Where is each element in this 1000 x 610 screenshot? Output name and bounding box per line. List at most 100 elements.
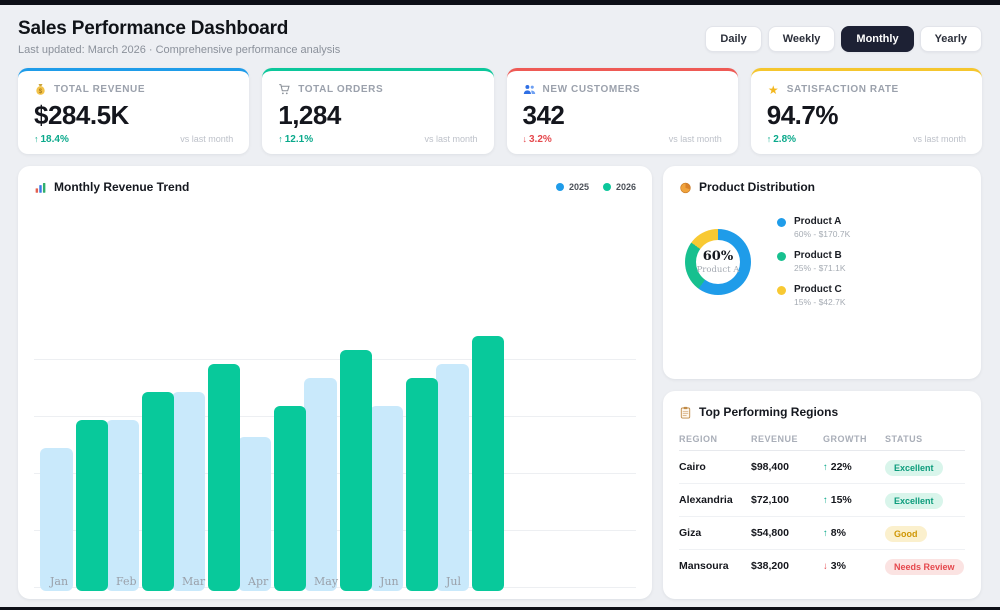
arrow-up-icon: ↑ [34,134,39,144]
donut-center: 60% Product A [696,239,740,284]
table-row-mansoura: Mansoura $38,200 ↓ 3% Needs Review [679,550,965,582]
donut-legend-item-product-c: Product C 15% - $42.7K [777,284,850,307]
kpi-footer: ↓ 3.2% vs last month [523,134,722,145]
legend-text: Product C 15% - $42.7K [794,284,846,307]
chart-title: Monthly Revenue Trend [54,180,190,194]
x-axis-label: Feb [116,575,137,588]
bar-2026-feb [142,392,174,591]
arrow-up-icon: ↑ [766,134,772,144]
arrow-up-icon: ↑ [278,134,283,144]
table-row-giza: Giza $54,800 ↑ 8% Good [679,517,965,550]
range-button-weekly[interactable]: Weekly [767,26,836,52]
arrow-up-icon: ↑ [823,462,828,473]
regions-title: Top Performing Regions [699,405,839,419]
status-badge: Good [885,526,927,542]
growth-cell: ↑ 8% [823,527,846,539]
arrow-down-icon: ↓ [522,134,528,144]
monthly-revenue-trend-card: Monthly Revenue Trend 2025 2026 Jan Feb Mar… [18,166,652,599]
range-button-daily[interactable]: Daily [705,26,762,52]
bar-2026-may [340,350,372,591]
donut-legend: Product A 60% - $170.7K Product B 25% - $71… [777,216,850,307]
regions-title-row: Top Performing Regions [679,405,838,419]
legend-dot [777,286,786,295]
star-icon: ★ [767,82,779,97]
status-cell: Excellent [885,491,965,509]
chart-title-row: Monthly Revenue Trend [34,180,189,194]
column-header-region: REGION [679,434,718,444]
kpi-compare-label: vs last month [912,134,966,144]
regions-table-body: Cairo $98,400 ↑ 22% Excellent Alexandria $72,1… [679,451,965,582]
kpi-compare-label: vs last month [180,134,234,144]
regions-table: REGION REVENUE GROWTH STATUS Cairo $98,400 ↑ 2… [679,427,965,582]
bar-2026-jan [76,420,108,591]
table-row-cairo: Cairo $98,400 ↑ 22% Excellent [679,451,965,484]
bar-2025-mar [172,392,205,591]
regions-table-header: REGION REVENUE GROWTH STATUS [679,427,965,451]
bar-2025-feb [106,420,139,591]
x-axis-label: Mar [182,575,206,588]
kpi-header: $ TOTAL REVENUE [34,83,233,96]
bar-2026-mar [208,364,240,591]
kpi-change: ↑ 18.4% [34,134,69,145]
kpi-change: ↑ 2.8% [766,134,797,145]
range-button-yearly[interactable]: Yearly [919,26,982,52]
kpi-value: 94.7% [766,100,839,130]
svg-text:$: $ [39,88,43,95]
product-detail: 60% - $170.7K [794,229,851,239]
status-badge: Excellent [885,493,943,509]
bar-2025-may [304,378,337,591]
main-content: Monthly Revenue Trend 2025 2026 Jan Feb Mar… [18,166,982,599]
donut-center-label: Product A [696,264,740,275]
gridline [34,359,636,360]
product-detail: 15% - $42.7K [794,297,846,307]
kpi-footer: ↑ 2.8% vs last month [767,134,966,145]
region-cell: Giza [679,527,702,539]
kpi-card-total-revenue: $ TOTAL REVENUE $284.5K ↑ 18.4% vs last month [18,68,250,154]
legend-item-2026[interactable]: 2026 [602,182,636,192]
chart-legend: 2025 2026 [555,182,636,192]
kpi-header: NEW CUSTOMERS [523,83,722,96]
clipboard-icon [679,406,692,419]
bar-2025-jun [370,406,403,591]
product-detail: 25% - $71.1K [794,263,846,273]
product-name: Product A [794,216,842,227]
kpi-compare-label: vs last month [668,134,722,144]
legend-text: Product B 25% - $71.1K [794,250,846,273]
table-row-alexandria: Alexandria $72,100 ↑ 15% Excellent [679,484,965,517]
column-header-growth: GROWTH [823,434,867,444]
kpi-label: TOTAL REVENUE [54,84,146,95]
status-badge: Excellent [885,460,943,476]
x-axis-label: Apr [248,575,269,588]
legend-dot [777,218,786,227]
product-card-header: Product Distribution [679,180,965,194]
arrow-up-icon: ↑ [823,528,828,539]
product-title-row: Product Distribution [679,180,815,194]
money-bag-icon: $ [34,83,47,96]
kpi-value: 342 [522,100,565,130]
x-axis-label: Jul [446,575,462,588]
legend-item-2025[interactable]: 2025 [555,182,589,192]
arrow-down-icon: ↓ [823,561,828,572]
page-subtitle: Last updated: March 2026 · Comprehensive… [18,44,341,56]
kpi-change: ↑ 12.1% [278,134,314,145]
x-axis-label: Jan [50,575,69,588]
revenue-cell: $72,100 [751,494,789,506]
kpi-card-row: $ TOTAL REVENUE $284.5K ↑ 18.4% vs last month… [18,68,982,154]
bar-2026-jul [472,336,504,591]
users-icon [523,83,536,96]
page-header: Sales Performance Dashboard Last updated… [0,5,1000,64]
kpi-footer: ↑ 18.4% vs last month [34,134,233,145]
legend-text: Product A 60% - $170.7K [794,216,850,239]
legend-label: 2025 [568,182,589,192]
product-name: Product C [794,284,842,295]
kpi-card-satisfaction-rate: ★ SATISFACTION RATE 94.7% ↑ 2.8% vs last mont… [750,68,982,154]
bar-2026-apr [274,406,306,591]
range-button-monthly[interactable]: Monthly [841,26,914,52]
revenue-cell: $98,400 [751,461,789,473]
product-name: Product B [794,250,842,261]
chart-bars-icon [34,181,47,194]
chart-card-header: Monthly Revenue Trend 2025 2026 [34,180,636,194]
kpi-label: NEW CUSTOMERS [542,84,641,95]
right-column: Product Distribution 60% Product A Produ… [663,166,981,599]
